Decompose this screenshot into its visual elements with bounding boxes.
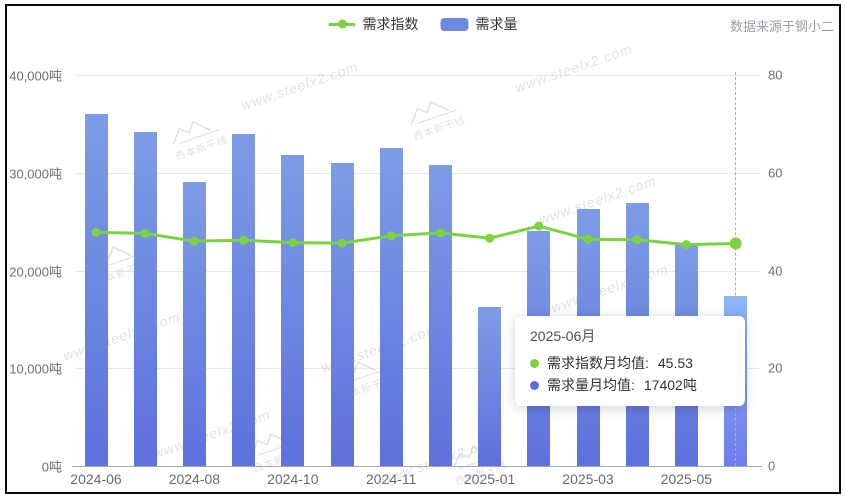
demand-volume-bar[interactable] xyxy=(428,164,452,466)
demand-volume-bar[interactable] xyxy=(330,162,354,466)
y-axis-left-label: 20,000吨 xyxy=(9,264,62,279)
demand-volume-bar[interactable] xyxy=(379,148,403,466)
green-dot-icon xyxy=(530,358,539,368)
y-axis-right-label: 80 xyxy=(768,67,783,83)
legend-item-demand-volume[interactable]: 需求量 xyxy=(440,14,518,34)
demand-index-point[interactable] xyxy=(632,235,642,245)
y-axis-left-label: 0吨 xyxy=(41,459,62,475)
y-axis-right-label: 20 xyxy=(768,360,783,376)
tooltip-row-value: 45.53 xyxy=(657,355,693,371)
tooltip-title: 2025-06月 xyxy=(530,328,596,344)
x-axis-line xyxy=(72,466,762,467)
y-axis-left-label: 10,000吨 xyxy=(9,361,62,377)
legend-item-demand-index[interactable]: 需求指数 xyxy=(328,14,419,34)
demand-volume-bar[interactable] xyxy=(84,114,108,466)
y-axis-right-label: 0 xyxy=(768,458,776,474)
demand-index-point[interactable] xyxy=(337,238,347,248)
gridline xyxy=(75,172,760,174)
demand-index-point[interactable] xyxy=(239,235,249,245)
y-axis-left-label: 40,000吨 xyxy=(9,68,62,84)
demand-volume-bar[interactable] xyxy=(281,155,305,466)
demand-index-point[interactable] xyxy=(534,221,544,231)
demand-index-point[interactable] xyxy=(386,231,396,241)
x-axis-label: 2024-08 xyxy=(168,471,221,487)
tooltip-row-label: 需求指数月均值: xyxy=(547,355,649,371)
demand-index-point[interactable] xyxy=(729,237,742,250)
gridline xyxy=(75,75,760,76)
demand-index-point[interactable] xyxy=(288,238,298,248)
demand-volume-bar[interactable] xyxy=(478,306,502,466)
x-axis-label: 2025-05 xyxy=(660,471,713,487)
axis-pointer-dashed-line xyxy=(735,72,737,466)
tooltip-row-demand-volume: 需求量月均值: 17402吨 xyxy=(530,374,730,396)
demand-index-point[interactable] xyxy=(435,228,445,238)
x-axis-label: 2025-01 xyxy=(463,471,516,487)
tooltip-row-value: 17402吨 xyxy=(643,377,697,393)
tooltip-row-label: 需求量月均值: xyxy=(547,377,635,393)
demand-index-point[interactable] xyxy=(681,240,691,250)
x-axis-label: 2024-06 xyxy=(70,471,122,487)
bar-series-icon xyxy=(440,17,469,31)
x-axis-label: 2024-10 xyxy=(267,471,319,487)
blue-dot-icon xyxy=(530,380,539,390)
legend-label: 需求量 xyxy=(475,16,518,32)
demand-volume-bar[interactable] xyxy=(232,133,256,466)
line-series-dot-icon xyxy=(337,19,347,29)
demand-volume-bar[interactable] xyxy=(133,131,157,466)
chart-legend: 需求指数 需求量 xyxy=(328,14,518,34)
demand-index-point[interactable] xyxy=(91,227,101,237)
tooltip-row-demand-index: 需求指数月均值: 45.53 xyxy=(530,352,730,374)
gridline xyxy=(75,270,760,272)
demand-index-point[interactable] xyxy=(140,228,150,238)
demand-volume-bar[interactable] xyxy=(182,181,206,466)
x-axis-label: 2024-11 xyxy=(366,471,417,487)
line-series-icon xyxy=(328,19,356,29)
gridline xyxy=(75,368,760,370)
demand-index-point[interactable] xyxy=(583,234,593,244)
demand-index-point[interactable] xyxy=(485,233,495,243)
y-axis-right-label: 60 xyxy=(768,165,783,181)
y-axis-left-label: 30,000吨 xyxy=(9,166,62,182)
legend-label: 需求指数 xyxy=(362,16,419,32)
y-axis-right-label: 40 xyxy=(768,263,783,278)
demand-index-point[interactable] xyxy=(189,236,199,246)
x-axis-label: 2025-03 xyxy=(562,471,614,487)
data-source-note: 数据来源于钢小二 xyxy=(729,19,834,34)
chart-tooltip: 2025-06月 需求指数月均值: 45.53 需求量月均值: 17402吨 xyxy=(515,316,745,406)
